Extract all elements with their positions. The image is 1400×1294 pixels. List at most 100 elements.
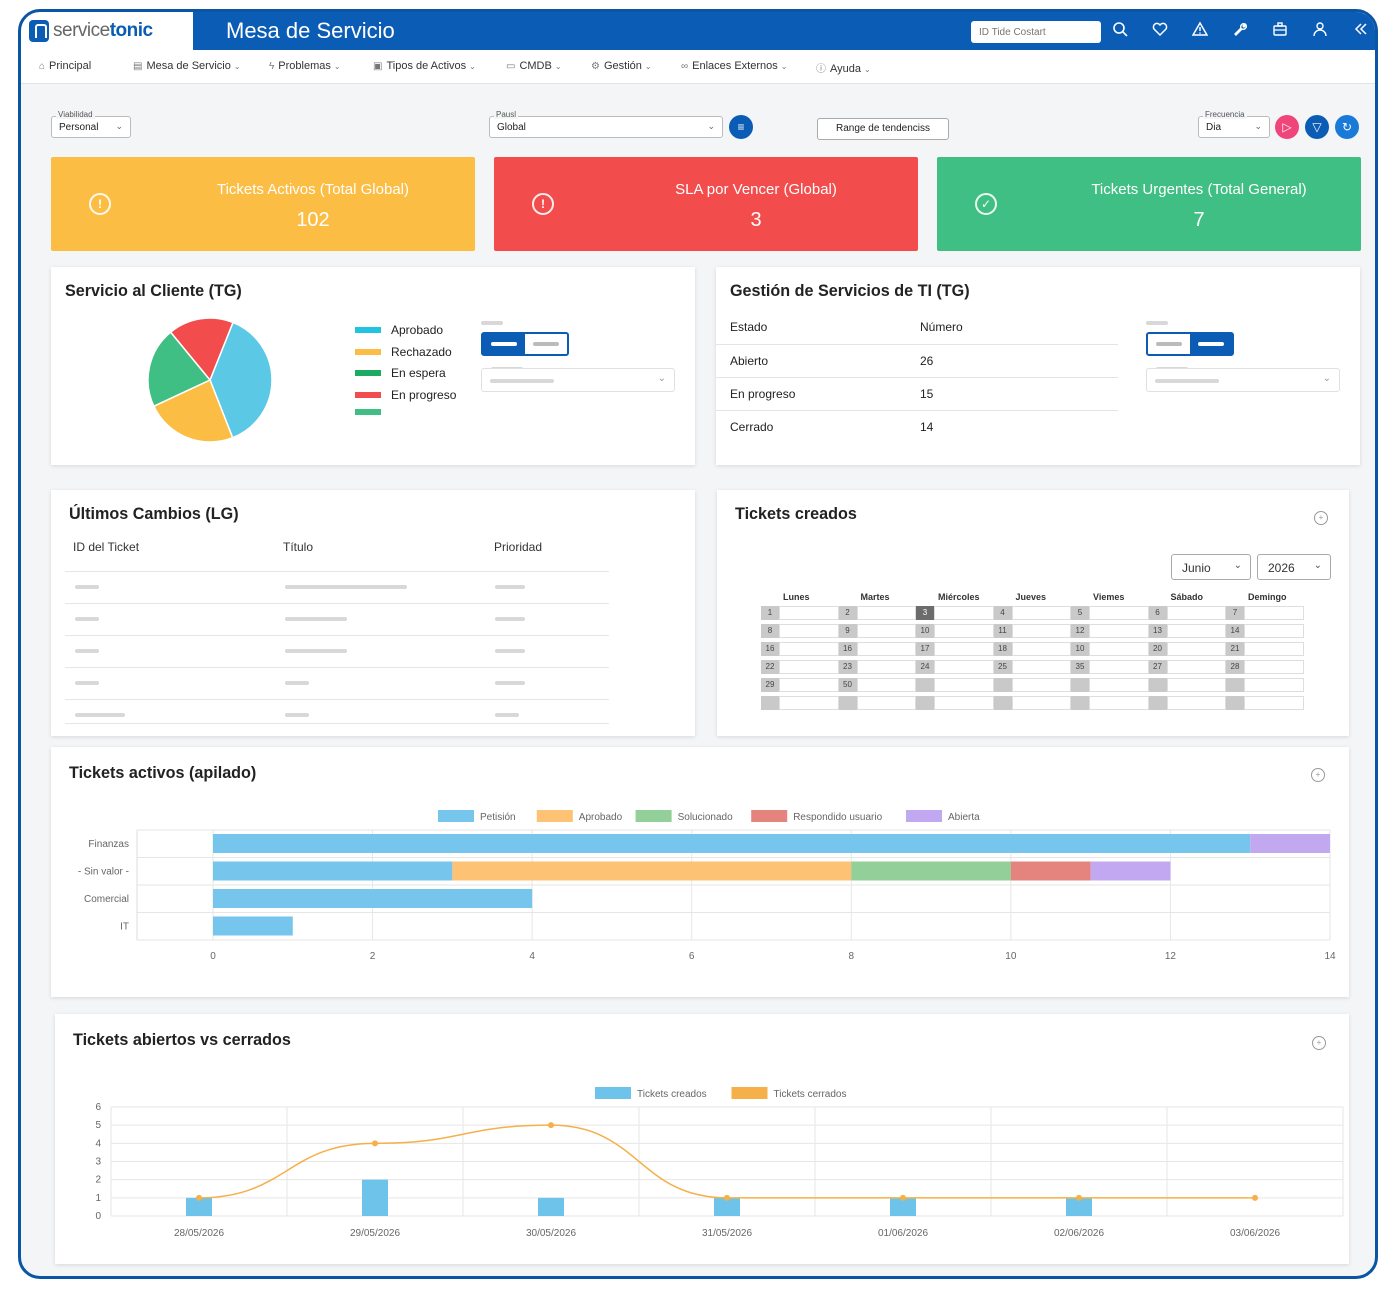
menu-mesa-de-servicio[interactable]: ▤ Mesa de Servicio ⌄ bbox=[133, 60, 241, 72]
month-select[interactable]: Junio ⌄ bbox=[1171, 554, 1251, 580]
calendar-day-cell[interactable] bbox=[1089, 696, 1149, 710]
bar[interactable] bbox=[362, 1179, 388, 1216]
bar[interactable] bbox=[538, 1197, 564, 1216]
pie-slice[interactable] bbox=[147, 331, 212, 408]
view-toggle[interactable] bbox=[1146, 332, 1234, 356]
calendar-day-number[interactable]: 4 bbox=[993, 606, 1012, 620]
line-point[interactable] bbox=[900, 1194, 906, 1201]
calendar-day-cell[interactable] bbox=[1166, 696, 1226, 710]
line-point[interactable] bbox=[1076, 1194, 1082, 1201]
calendar-day-cell[interactable] bbox=[1244, 624, 1304, 638]
calendar-day-cell[interactable] bbox=[1011, 642, 1071, 656]
calendar-day-number[interactable] bbox=[761, 696, 779, 710]
search-icon[interactable] bbox=[1110, 21, 1130, 41]
calendar-day-number[interactable] bbox=[993, 696, 1012, 710]
calendar-day-cell[interactable] bbox=[1089, 606, 1149, 620]
calendar-day-number[interactable]: 11 bbox=[993, 624, 1012, 638]
table-row[interactable]: En progreso 15 bbox=[716, 377, 1118, 411]
calendar-day-cell[interactable] bbox=[779, 642, 839, 656]
calendar-day-number[interactable]: 20 bbox=[1148, 642, 1167, 656]
bar[interactable] bbox=[890, 1197, 916, 1216]
calendar-day-number[interactable]: 13 bbox=[1148, 624, 1167, 638]
visibility-select[interactable]: Personal ⌄ bbox=[51, 116, 131, 138]
menu-problemas[interactable]: ϟ Problemas ⌄ bbox=[269, 60, 341, 72]
calendar-day-number[interactable] bbox=[1148, 678, 1167, 692]
options-dropdown[interactable]: ⌄ bbox=[481, 368, 675, 392]
panel-select[interactable]: Global ⌄ bbox=[489, 116, 723, 138]
kpi-active-tickets[interactable]: ! Tickets Activos (Total Global) 102 bbox=[51, 157, 475, 251]
frequency-select[interactable]: Dia ⌄ bbox=[1198, 116, 1270, 138]
calendar-day-cell[interactable] bbox=[1089, 660, 1149, 674]
bar-segment[interactable] bbox=[452, 861, 852, 881]
legend-item[interactable]: Tickets cerrados bbox=[731, 1087, 847, 1100]
calendar-day-cell[interactable] bbox=[779, 624, 839, 638]
legend-item[interactable]: Abierta bbox=[906, 810, 980, 823]
filter-button[interactable]: ▽ bbox=[1305, 115, 1329, 139]
calendar-day-cell[interactable] bbox=[1011, 606, 1071, 620]
calendar-day-cell[interactable] bbox=[934, 696, 994, 710]
settings-icon[interactable]: + bbox=[1311, 768, 1325, 782]
calendar-day-cell[interactable] bbox=[856, 624, 916, 638]
bar-segment[interactable] bbox=[213, 889, 533, 908]
calendar-day-number[interactable]: 23 bbox=[838, 660, 857, 674]
calendar-day-number[interactable]: 21 bbox=[1226, 642, 1244, 656]
calendar-day-cell[interactable] bbox=[856, 660, 916, 674]
calendar-day-cell[interactable] bbox=[1166, 642, 1226, 656]
settings-icon[interactable]: + bbox=[1314, 511, 1328, 525]
calendar-day-cell[interactable] bbox=[779, 696, 839, 710]
calendar-day-cell[interactable] bbox=[856, 606, 916, 620]
pie-slice[interactable] bbox=[209, 321, 273, 439]
calendar-day-cell[interactable] bbox=[934, 678, 994, 692]
bar-segment[interactable] bbox=[213, 861, 453, 881]
calendar-day-number[interactable]: 12 bbox=[1071, 624, 1089, 638]
settings-icon[interactable]: + bbox=[1312, 1036, 1326, 1050]
calendar-day-cell[interactable] bbox=[1244, 678, 1304, 692]
pie-slice[interactable] bbox=[152, 378, 234, 443]
bar[interactable] bbox=[186, 1197, 212, 1216]
user-icon[interactable] bbox=[1310, 21, 1330, 41]
line-point[interactable] bbox=[1252, 1194, 1258, 1201]
menu-enlaces-externos[interactable]: ∞ Enlaces Externos ⌄ bbox=[681, 60, 788, 72]
calendar-day-cell[interactable] bbox=[1089, 642, 1149, 656]
menu-gestion[interactable]: ⚙ Gestión ⌄ bbox=[591, 60, 652, 72]
bar-segment[interactable] bbox=[1250, 834, 1330, 853]
calendar-day-cell[interactable] bbox=[856, 642, 916, 656]
list-options-button[interactable]: ≡ bbox=[729, 115, 753, 139]
calendar-day-number[interactable]: 16 bbox=[761, 642, 779, 656]
legend-item[interactable]: En progreso bbox=[355, 388, 456, 402]
bar-segment[interactable] bbox=[1090, 861, 1171, 881]
warning-icon[interactable] bbox=[1190, 21, 1210, 41]
year-select[interactable]: 2026 ⌄ bbox=[1257, 554, 1331, 580]
bar[interactable] bbox=[1066, 1197, 1092, 1216]
calendar-day-number[interactable]: 5 bbox=[1071, 606, 1089, 620]
table-row[interactable]: Cerrado 14 bbox=[730, 419, 934, 434]
play-button[interactable]: ▷ bbox=[1275, 115, 1299, 139]
search-input[interactable] bbox=[971, 21, 1101, 43]
legend-item[interactable]: Solucionado bbox=[635, 810, 733, 823]
calendar-day-number[interactable]: 22 bbox=[761, 660, 779, 674]
trend-range-button[interactable]: Range de tendenciss bbox=[817, 118, 949, 140]
calendar-day-number[interactable]: 27 bbox=[1148, 660, 1167, 674]
legend-item[interactable]: Rechazado bbox=[355, 345, 452, 359]
calendar-day-cell[interactable] bbox=[1089, 678, 1149, 692]
calendar-day-cell[interactable] bbox=[779, 678, 839, 692]
calendar-day-cell[interactable] bbox=[779, 606, 839, 620]
calendar-day-cell[interactable] bbox=[1089, 624, 1149, 638]
options-dropdown[interactable]: ⌄ bbox=[1146, 368, 1340, 392]
line-point[interactable] bbox=[548, 1122, 554, 1129]
calendar-day-cell[interactable] bbox=[1244, 660, 1304, 674]
refresh-button[interactable]: ↻ bbox=[1335, 115, 1359, 139]
calendar-day-cell[interactable] bbox=[1244, 642, 1304, 656]
menu-tipos-de-activos[interactable]: ▣ Tipos de Activos ⌄ bbox=[373, 60, 476, 72]
calendar-day-number[interactable]: 28 bbox=[1226, 660, 1244, 674]
calendar-day-number[interactable]: 18 bbox=[993, 642, 1012, 656]
kpi-urgent-tickets[interactable]: ✓ Tickets Urgentes (Total General) 7 bbox=[937, 157, 1361, 251]
menu-cmdb[interactable]: ▭ CMDB ⌄ bbox=[506, 60, 562, 72]
calendar-day-number[interactable]: 10 bbox=[1071, 642, 1089, 656]
calendar-day-cell[interactable] bbox=[1166, 660, 1226, 674]
line-point[interactable] bbox=[724, 1194, 730, 1201]
calendar-day-number[interactable] bbox=[916, 678, 934, 692]
calendar-day-number[interactable]: 29 bbox=[761, 678, 779, 692]
calendar-day-number[interactable]: 16 bbox=[838, 642, 857, 656]
heart-icon[interactable] bbox=[1150, 21, 1170, 41]
